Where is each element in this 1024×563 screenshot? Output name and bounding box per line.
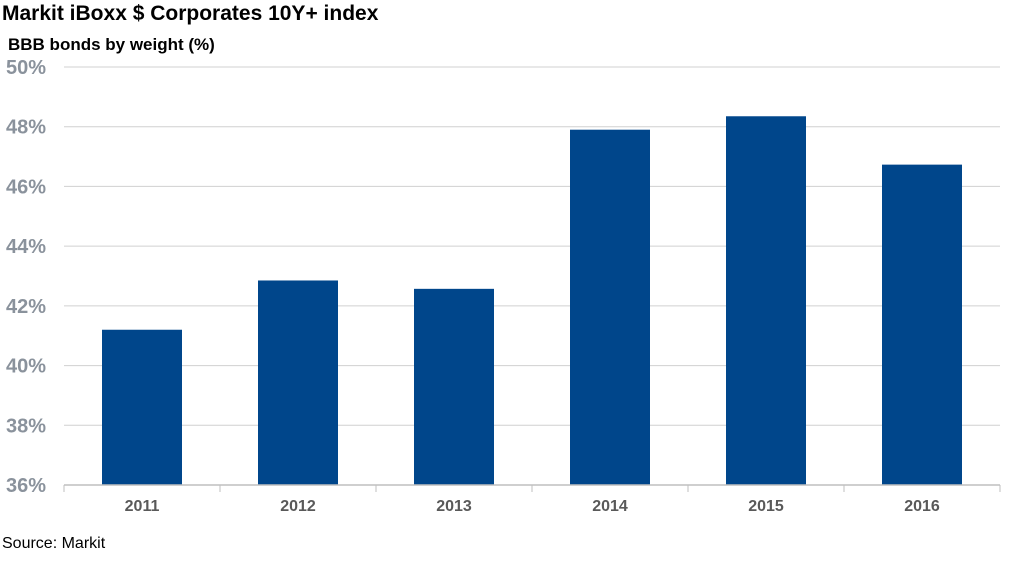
bar-2016 (882, 164, 962, 485)
x-tick-label: 2012 (280, 498, 316, 515)
bar-2011 (102, 329, 182, 485)
y-tick-label: 38% (6, 415, 46, 437)
chart-title: Markit iBoxx $ Corporates 10Y+ index (2, 2, 379, 25)
bar-2013 (414, 288, 494, 485)
x-tick-label: 2015 (748, 498, 784, 515)
y-tick-label: 44% (6, 236, 46, 258)
source-note: Source: Markit (2, 535, 106, 552)
y-tick-label: 36% (6, 475, 46, 497)
bar-2015 (726, 116, 806, 485)
x-tick-label: 2013 (436, 498, 472, 515)
gridlines (64, 66, 1000, 426)
y-tick-label: 50% (6, 57, 46, 79)
y-tick-label: 46% (6, 176, 46, 198)
y-tick-label: 40% (6, 356, 46, 378)
bars (102, 116, 962, 485)
y-tick-label: 48% (6, 117, 46, 139)
bar-2012 (258, 280, 338, 485)
x-tick-label: 2014 (592, 498, 628, 515)
y-tick-label: 42% (6, 296, 46, 318)
x-tick-label: 2011 (125, 498, 160, 515)
y-axis-ticks: 36% 38% 40% 42% 44% 46% 48% 50% (6, 57, 46, 497)
chart-subtitle: BBB bonds by weight (%) (8, 35, 215, 54)
bar-2014 (570, 129, 650, 485)
x-axis: 2011 2012 2013 2014 2015 2016 (63, 484, 1001, 515)
x-tick-label: 2016 (904, 498, 940, 515)
